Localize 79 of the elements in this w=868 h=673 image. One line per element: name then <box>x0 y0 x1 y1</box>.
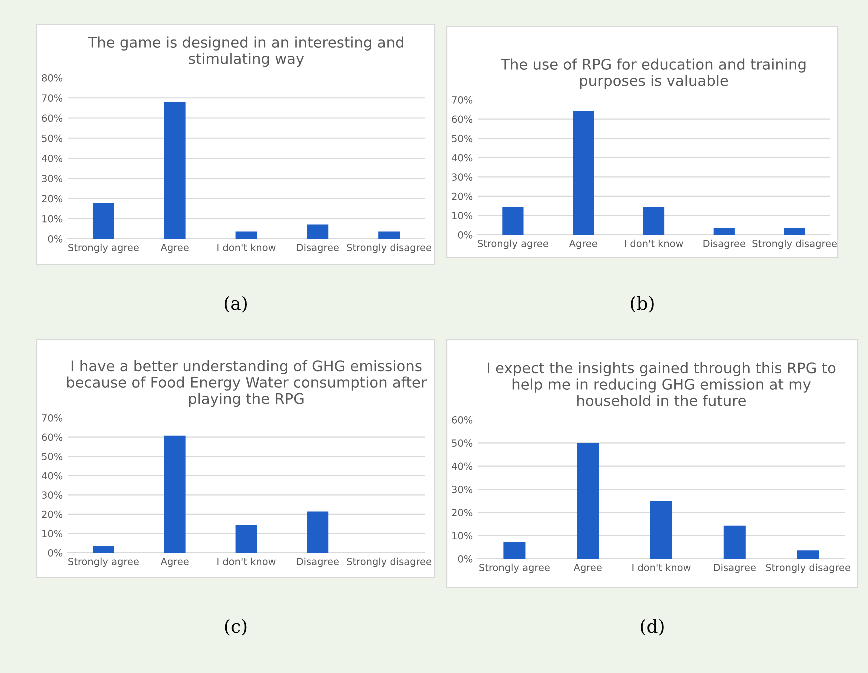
bar <box>784 228 806 235</box>
bar <box>724 526 746 559</box>
text: (d) <box>641 619 664 636</box>
y-tick-label: 30% <box>42 175 63 182</box>
y-tick-label: 70% <box>42 414 63 422</box>
y-tick-label: 50% <box>452 135 473 142</box>
text: (a) <box>225 296 247 313</box>
y-tick-label: 20% <box>42 510 63 518</box>
x-tick-label: I don't know <box>632 564 691 572</box>
chart-title: I have a better understanding of GHG emissions because of Food Energy Water consumption after playing the RPG <box>67 360 427 408</box>
bar <box>643 207 665 235</box>
y-tick-label: 60% <box>452 116 473 124</box>
y-tick-label: 30% <box>452 486 473 494</box>
y-tick-label: 0% <box>458 555 473 563</box>
y-tick-label: 60% <box>452 416 473 424</box>
x-tick-label: Disagree <box>297 558 339 568</box>
x-tick-label: Agree <box>569 240 598 250</box>
text: (c) <box>225 619 247 636</box>
y-tick-label: 20% <box>42 195 63 203</box>
y-tick-label: 70% <box>42 94 63 102</box>
bar <box>650 501 673 559</box>
x-tick-label: Strongly agree <box>68 558 139 568</box>
y-tick-label: 20% <box>452 509 473 516</box>
y-tick-label: 10% <box>42 530 63 538</box>
y-tick-label: 60% <box>42 114 63 122</box>
bar <box>577 443 600 559</box>
bar <box>164 102 186 239</box>
y-tick-label: 40% <box>42 154 63 162</box>
y-tick-label: 40% <box>452 462 473 470</box>
y-tick-label: 40% <box>42 472 63 480</box>
bar <box>164 436 186 553</box>
x-tick-label: Disagree <box>704 240 746 250</box>
x-tick-label: Strongly disagree <box>347 558 432 568</box>
x-tick-label: I don't know <box>218 244 276 252</box>
x-tick-label: Agree <box>160 558 189 568</box>
chart-title: The use of RPG for education and training purposes is valuable <box>500 58 806 90</box>
bar <box>92 202 114 239</box>
bar <box>236 525 258 553</box>
bar <box>714 228 735 235</box>
y-tick-label: 20% <box>452 192 473 200</box>
x-tick-label: Disagree <box>714 564 756 574</box>
bar <box>307 224 329 239</box>
text: (b) <box>631 296 654 313</box>
bar <box>573 110 594 235</box>
bar <box>797 550 820 559</box>
x-tick-label: Strongly agree <box>68 244 139 254</box>
x-tick-label: Strongly agree <box>478 240 548 250</box>
x-tick-label: Disagree <box>297 244 339 254</box>
bar <box>504 542 526 559</box>
x-tick-label: I don't know <box>218 558 276 566</box>
bar <box>92 546 114 553</box>
y-tick-label: 50% <box>452 440 473 447</box>
y-tick-label: 10% <box>42 215 63 223</box>
x-tick-label: Strongly disagree <box>752 240 837 250</box>
x-tick-label: Strongly disagree <box>766 564 850 574</box>
y-tick-label: 0% <box>48 549 63 557</box>
y-tick-label: 10% <box>452 532 473 540</box>
y-tick-label: 60% <box>42 434 63 442</box>
x-tick-label: I don't know <box>625 240 684 248</box>
bar <box>502 207 524 235</box>
chart-title: The game is designed in an interesting and stimulating way <box>88 36 404 68</box>
y-tick-label: 70% <box>452 96 473 104</box>
x-tick-label: Strongly disagree <box>347 244 432 254</box>
y-tick-label: 50% <box>42 134 63 142</box>
x-tick-label: Agree <box>574 564 602 574</box>
chart-title: I expect the insights gained through this RPG to help me in reducing GHG emission at my household in the future <box>488 362 836 406</box>
y-tick-label: 80% <box>42 74 63 82</box>
y-tick-label: 30% <box>42 492 63 499</box>
bar <box>307 512 329 553</box>
y-tick-label: 50% <box>42 453 63 460</box>
bar <box>378 232 400 239</box>
bar <box>236 232 258 239</box>
y-tick-label: 10% <box>452 212 473 220</box>
y-tick-label: 30% <box>452 174 473 181</box>
y-tick-label: 0% <box>48 235 63 243</box>
y-tick-label: 0% <box>458 231 473 239</box>
x-tick-label: Strongly agree <box>480 564 550 574</box>
y-tick-label: 40% <box>452 154 473 162</box>
x-tick-label: Agree <box>160 244 189 254</box>
